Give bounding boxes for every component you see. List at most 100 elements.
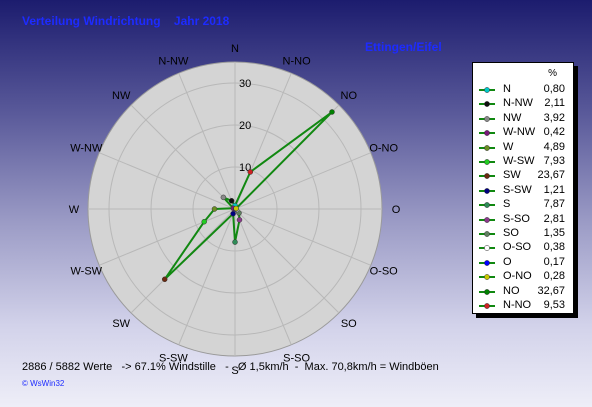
data-point-no <box>329 109 335 115</box>
legend-item-o-so: O-SO 0,38 <box>477 241 569 255</box>
legend-label: O-SO <box>503 241 532 254</box>
legend-marker-icon <box>479 101 495 108</box>
legend-marker-icon <box>479 115 495 122</box>
grid-ring-30 <box>108 82 362 336</box>
summary-line: 2886 / 5882 Werte -> 67.1% Windstille - … <box>22 361 439 373</box>
legend-item-n-nw: N-NW 2,11 <box>477 97 569 111</box>
data-point-s-sw <box>230 210 236 217</box>
legend-marker-icon <box>479 130 495 137</box>
direction-label-n-nw: N-NW <box>158 55 189 67</box>
direction-label-s-so: S-SO <box>283 353 310 365</box>
legend-label: W-NW <box>503 126 536 139</box>
direction-label-no: NO <box>341 90 358 102</box>
legend-label: NO <box>503 284 520 297</box>
legend-marker-icon <box>479 245 495 252</box>
legend-item-s-so: S-SO 2,81 <box>477 213 569 227</box>
legend-value: 0,80 <box>543 83 565 95</box>
spoke-13 <box>99 152 236 210</box>
legend-item-s: S 7,87 <box>477 198 569 212</box>
legend-value: 3,92 <box>543 111 565 124</box>
direction-label-w-nw: W-NW <box>70 142 103 154</box>
legend-marker-icon <box>479 187 495 194</box>
legend-label: N <box>503 83 511 95</box>
data-point-nw <box>220 194 227 201</box>
software-credit: © WsWin32 <box>22 379 65 388</box>
legend-value: 0,28 <box>543 270 565 283</box>
legend-label: S-SO <box>503 212 530 225</box>
legend-value: 2,81 <box>543 212 565 225</box>
data-point-sw <box>161 276 168 283</box>
data-point-w <box>211 206 218 212</box>
legend-label: SO <box>503 227 519 239</box>
legend-value: 32,67 <box>537 284 565 297</box>
legend-value: 9,53 <box>543 299 565 311</box>
spoke-6 <box>234 208 340 314</box>
legend-marker-icon <box>479 231 495 237</box>
legend-item-s-sw: S-SW 1,21 <box>477 184 569 198</box>
legend-value: 1,21 <box>543 183 565 196</box>
legend-marker-icon <box>479 159 495 165</box>
legend-label: SW <box>503 169 521 182</box>
spoke-3 <box>234 152 371 210</box>
legend-label: S-SW <box>503 183 532 196</box>
direction-label-w-sw: W-SW <box>71 266 103 278</box>
direction-label-so: SO <box>341 318 357 330</box>
legend-marker-icon <box>479 144 495 151</box>
direction-label-nw: NW <box>112 90 131 102</box>
legend-label: W-SW <box>503 155 535 167</box>
data-point-o-no <box>233 205 239 212</box>
direction-label-n-no: N-NO <box>283 55 312 67</box>
direction-label-s-sw: S-SW <box>159 353 188 365</box>
legend-item-no: NO 32,67 <box>477 285 569 299</box>
data-point-n-no <box>247 169 254 175</box>
legend-item-so: SO 1,35 <box>477 227 569 241</box>
legend-marker-icon <box>479 259 495 266</box>
legend-item-sw: SW 23,67 <box>477 169 569 183</box>
legend-item-w-sw: W-SW 7,93 <box>477 155 569 169</box>
legend-marker-icon <box>479 288 495 295</box>
legend-value: 0,17 <box>543 255 565 268</box>
legend-label: NW <box>503 111 522 124</box>
legend-marker-icon <box>479 173 495 180</box>
legend-label: N-NW <box>503 97 533 110</box>
legend-value: 7,93 <box>543 155 565 167</box>
data-point-w-sw <box>201 218 207 225</box>
legend-value: 0,38 <box>543 241 565 254</box>
legend-unit: % <box>548 68 557 79</box>
direction-label-w: W <box>69 204 80 216</box>
data-point-s <box>232 239 238 245</box>
legend-item-w-nw: W-NW 0,42 <box>477 126 569 140</box>
direction-label-o-so: O-SO <box>370 266 399 278</box>
legend-item-nw: NW 3,92 <box>477 112 569 126</box>
spoke-14 <box>130 104 236 210</box>
legend-item-w: W 4,89 <box>477 141 569 155</box>
direction-label-o-no: O-NO <box>369 142 398 154</box>
legend-value: 2,11 <box>544 97 565 110</box>
direction-label-n: N <box>231 43 239 55</box>
legend-item-o: O 0,17 <box>477 256 569 270</box>
radial-tick-label-20: 20 <box>239 120 251 132</box>
legend-marker-icon <box>479 216 495 223</box>
spoke-11 <box>99 208 236 266</box>
data-point-n-nw <box>228 198 235 204</box>
legend-value: 7,87 <box>543 198 565 211</box>
legend-label: N-NO <box>503 299 532 311</box>
legend-item-o-no: O-NO 0,28 <box>477 270 569 284</box>
legend-value: 23,67 <box>537 169 565 182</box>
direction-label-s: S <box>231 365 238 377</box>
legend-marker-icon <box>479 87 495 93</box>
legend-value: 4,89 <box>543 140 565 153</box>
legend-marker-icon <box>479 303 495 309</box>
spoke-7 <box>234 208 292 345</box>
legend-value: 0,42 <box>543 126 565 139</box>
direction-label-sw: SW <box>112 318 130 330</box>
data-point-s-so <box>236 217 243 223</box>
station-name: Ettingen/Eifel <box>365 40 442 54</box>
spoke-5 <box>234 208 371 266</box>
legend: % N 0,80 N-NW 2,11 NW 3,92 W-NW 0,42 W 4,89 W-SW 7,… <box>472 62 574 314</box>
legend-label: O-NO <box>503 270 532 283</box>
legend-label: W <box>503 140 514 153</box>
spoke-9 <box>178 208 236 345</box>
